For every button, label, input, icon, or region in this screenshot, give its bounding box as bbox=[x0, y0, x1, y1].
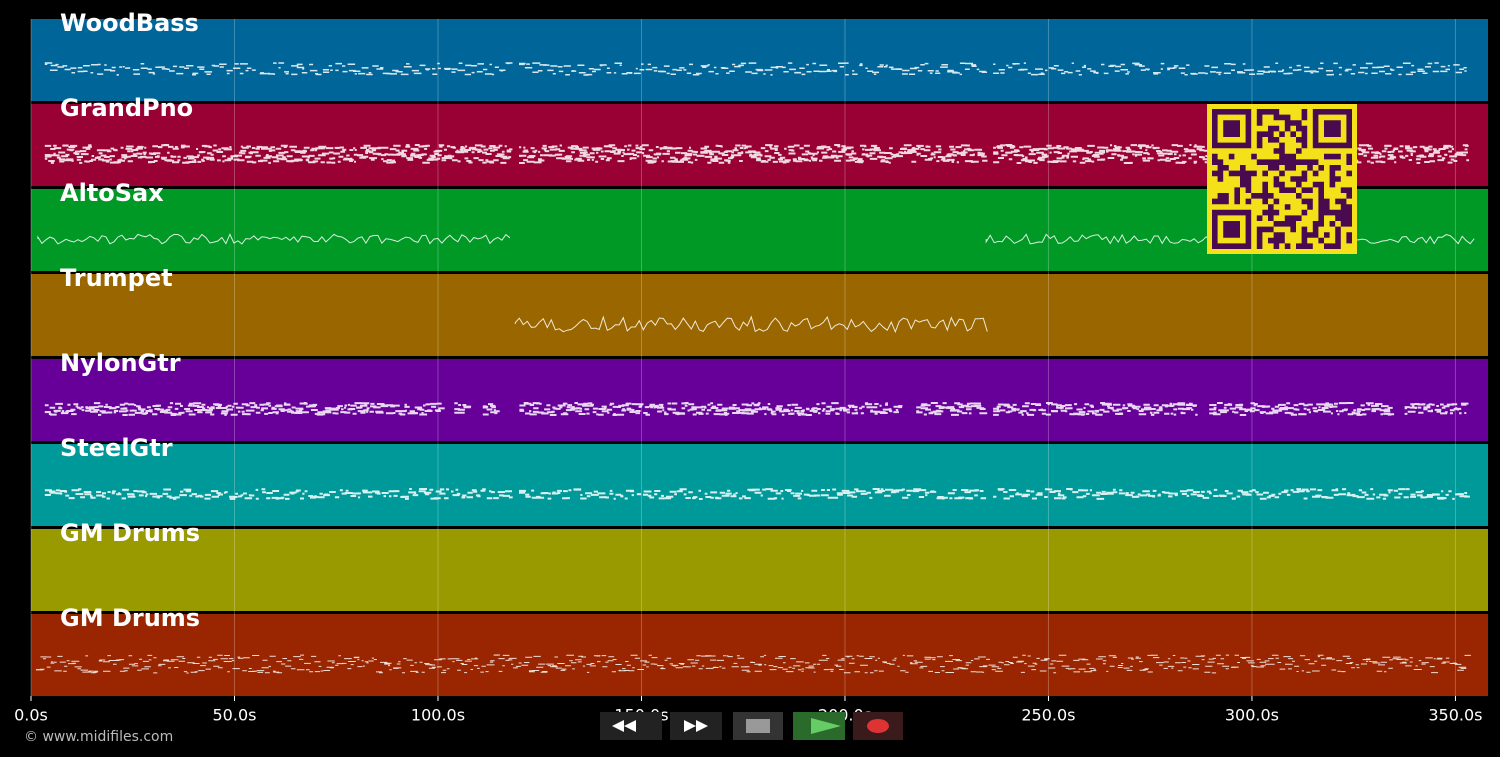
note-texture bbox=[35, 654, 1471, 674]
x-tick-label: 100.0s bbox=[411, 706, 465, 725]
note-texture bbox=[1404, 402, 1469, 415]
play-icon bbox=[811, 718, 841, 734]
track-name: SteelGtr bbox=[60, 434, 173, 462]
track-name: AltoSax bbox=[60, 179, 164, 207]
note-texture bbox=[44, 62, 513, 76]
x-tick-label: 300.0s bbox=[1225, 706, 1279, 725]
note-texture bbox=[482, 403, 500, 416]
note-texture bbox=[916, 402, 988, 416]
note-segment bbox=[993, 49, 1470, 89]
note-texture bbox=[44, 402, 445, 416]
track-name: GM Drums bbox=[60, 604, 200, 632]
note-segment bbox=[515, 304, 987, 344]
note-segment bbox=[45, 134, 512, 174]
note-texture bbox=[44, 488, 513, 500]
record-icon bbox=[867, 719, 889, 733]
note-texture bbox=[44, 144, 513, 164]
track-lane bbox=[31, 274, 1488, 356]
note-texture bbox=[519, 402, 903, 416]
note-texture bbox=[514, 315, 988, 334]
note-segment bbox=[33, 559, 35, 599]
track-name: NylonGtr bbox=[60, 349, 181, 377]
track-name: GM Drums bbox=[60, 519, 200, 547]
qr-modules bbox=[1212, 109, 1352, 249]
note-segment bbox=[45, 49, 512, 89]
qr-code bbox=[1207, 104, 1357, 254]
track-name: WoodBass bbox=[60, 9, 199, 37]
track-lane bbox=[31, 359, 1488, 441]
note-texture bbox=[519, 144, 988, 164]
stop-icon bbox=[746, 719, 770, 733]
x-tick-label: 250.0s bbox=[1021, 706, 1075, 725]
note-texture bbox=[993, 488, 1470, 500]
note-texture bbox=[519, 62, 988, 76]
note-texture bbox=[993, 402, 1198, 416]
note-texture bbox=[519, 488, 987, 500]
track-lane bbox=[31, 529, 1488, 611]
rewind-icon bbox=[612, 720, 636, 732]
note-segment bbox=[45, 389, 442, 429]
footer: © www.midifiles.com bbox=[24, 729, 173, 745]
note-texture bbox=[993, 62, 1467, 76]
track-lane bbox=[31, 614, 1488, 696]
forward-icon bbox=[684, 720, 708, 732]
note-segment bbox=[993, 389, 1198, 429]
track-lane bbox=[31, 444, 1488, 526]
note-segment bbox=[36, 644, 1468, 684]
x-tick-label: 350.0s bbox=[1428, 706, 1482, 725]
note-texture bbox=[1209, 402, 1395, 416]
transport-controls bbox=[600, 712, 903, 740]
note-segment bbox=[38, 219, 511, 259]
note-texture bbox=[454, 402, 472, 414]
track-name: Trumpet bbox=[60, 264, 173, 292]
note-texture bbox=[37, 233, 511, 245]
track-name: GrandPno bbox=[60, 94, 193, 122]
track-lane bbox=[31, 19, 1488, 101]
x-tick-label: 0.0s bbox=[14, 706, 48, 725]
x-tick-label: 50.0s bbox=[213, 706, 257, 725]
tracks: WoodBass GrandPno AltoSax Trumpet NylonGtr St… bbox=[31, 9, 1488, 696]
